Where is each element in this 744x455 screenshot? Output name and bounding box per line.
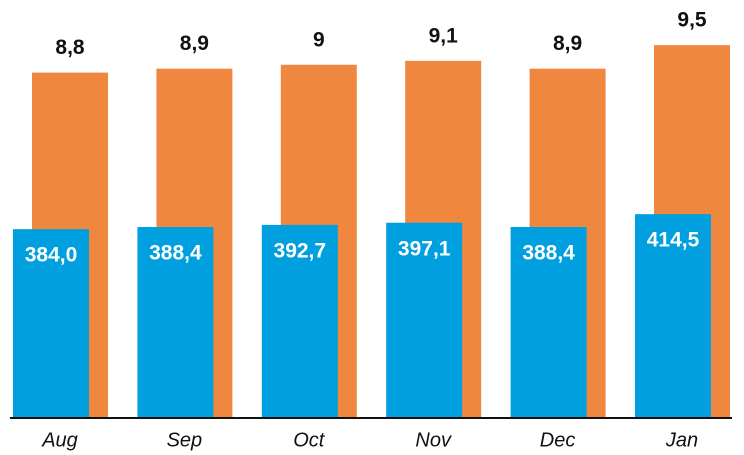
value-label: 388,4 — [149, 242, 202, 265]
x-tick-label: Nov — [415, 429, 452, 451]
value-label: 8,9 — [553, 32, 582, 55]
value-label: 392,7 — [274, 239, 327, 262]
value-label: 8,8 — [55, 36, 85, 59]
bar — [635, 214, 711, 418]
x-tick-label: Jan — [665, 429, 698, 451]
bar — [137, 226, 214, 418]
x-tick-label: Oct — [293, 429, 326, 451]
value-label: 397,1 — [398, 237, 451, 260]
bar — [261, 224, 338, 418]
x-tick-label: Dec — [540, 429, 576, 451]
bar — [386, 222, 463, 418]
value-label: 384,0 — [25, 244, 78, 267]
value-label: 388,4 — [522, 242, 575, 265]
bar — [13, 229, 89, 418]
value-label: 9,1 — [429, 24, 459, 47]
value-label: 8,9 — [180, 32, 209, 55]
bar — [510, 226, 587, 418]
x-tick-label: Sep — [167, 429, 203, 451]
value-label: 9 — [313, 28, 325, 51]
value-label: 9,5 — [677, 9, 707, 32]
x-tick-label: Aug — [41, 429, 78, 451]
value-label: 414,5 — [647, 229, 700, 252]
